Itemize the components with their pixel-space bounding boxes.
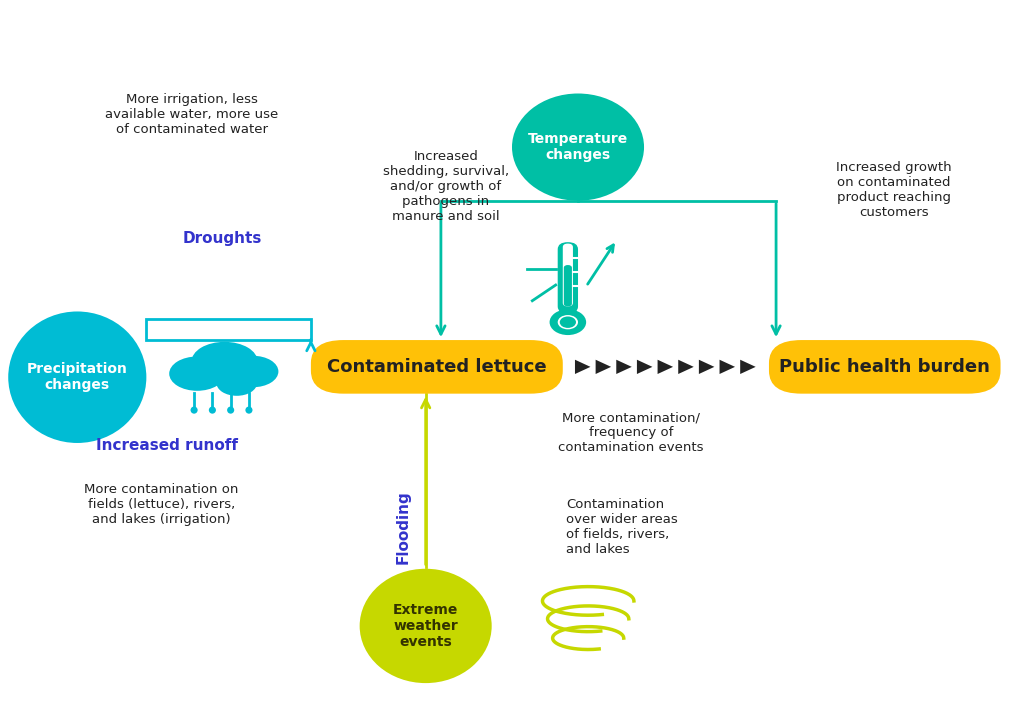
Text: Public health burden: Public health burden (779, 358, 990, 376)
Ellipse shape (359, 569, 492, 683)
Text: Extreme
weather
events: Extreme weather events (393, 603, 459, 649)
Ellipse shape (8, 312, 146, 443)
FancyBboxPatch shape (563, 244, 573, 307)
Text: More contamination/
frequency of
contamination events: More contamination/ frequency of contami… (558, 411, 703, 455)
Polygon shape (596, 360, 611, 374)
Ellipse shape (512, 93, 644, 201)
Ellipse shape (216, 370, 257, 395)
Polygon shape (740, 360, 756, 374)
Text: More contamination on
fields (lettuce), rivers,
and lakes (irrigation): More contamination on fields (lettuce), … (84, 483, 239, 526)
Polygon shape (574, 360, 591, 374)
FancyBboxPatch shape (769, 340, 1000, 393)
FancyBboxPatch shape (311, 340, 563, 393)
Bar (146, 319, 311, 340)
Text: Increased
shedding, survival,
and/or growth of
pathogens in
manure and soil: Increased shedding, survival, and/or gro… (383, 150, 509, 223)
Circle shape (558, 315, 578, 330)
Polygon shape (657, 360, 673, 374)
Polygon shape (637, 360, 652, 374)
Ellipse shape (169, 356, 225, 391)
Text: Increased growth
on contaminated
product reaching
customers: Increased growth on contaminated product… (836, 161, 951, 219)
Circle shape (550, 309, 586, 335)
Ellipse shape (227, 356, 279, 388)
Ellipse shape (190, 406, 198, 414)
Text: Contaminated lettuce: Contaminated lettuce (327, 358, 547, 376)
Text: Temperature
changes: Temperature changes (528, 132, 628, 162)
Ellipse shape (227, 406, 234, 414)
Text: More irrigation, less
available water, more use
of contaminated water: More irrigation, less available water, m… (105, 93, 279, 137)
Circle shape (560, 317, 575, 328)
Text: Droughts: Droughts (183, 231, 262, 246)
FancyBboxPatch shape (564, 265, 572, 307)
Polygon shape (699, 360, 715, 374)
Polygon shape (720, 360, 735, 374)
Text: Flooding: Flooding (396, 490, 411, 564)
Ellipse shape (246, 406, 253, 414)
FancyBboxPatch shape (558, 242, 578, 314)
Text: Precipitation
changes: Precipitation changes (27, 362, 128, 393)
Ellipse shape (209, 406, 216, 414)
Ellipse shape (191, 342, 258, 381)
Text: Increased runoff: Increased runoff (95, 438, 238, 453)
Polygon shape (678, 360, 693, 374)
Polygon shape (616, 360, 632, 374)
Text: Contamination
over wider areas
of fields, rivers,
and lakes: Contamination over wider areas of fields… (566, 498, 678, 556)
